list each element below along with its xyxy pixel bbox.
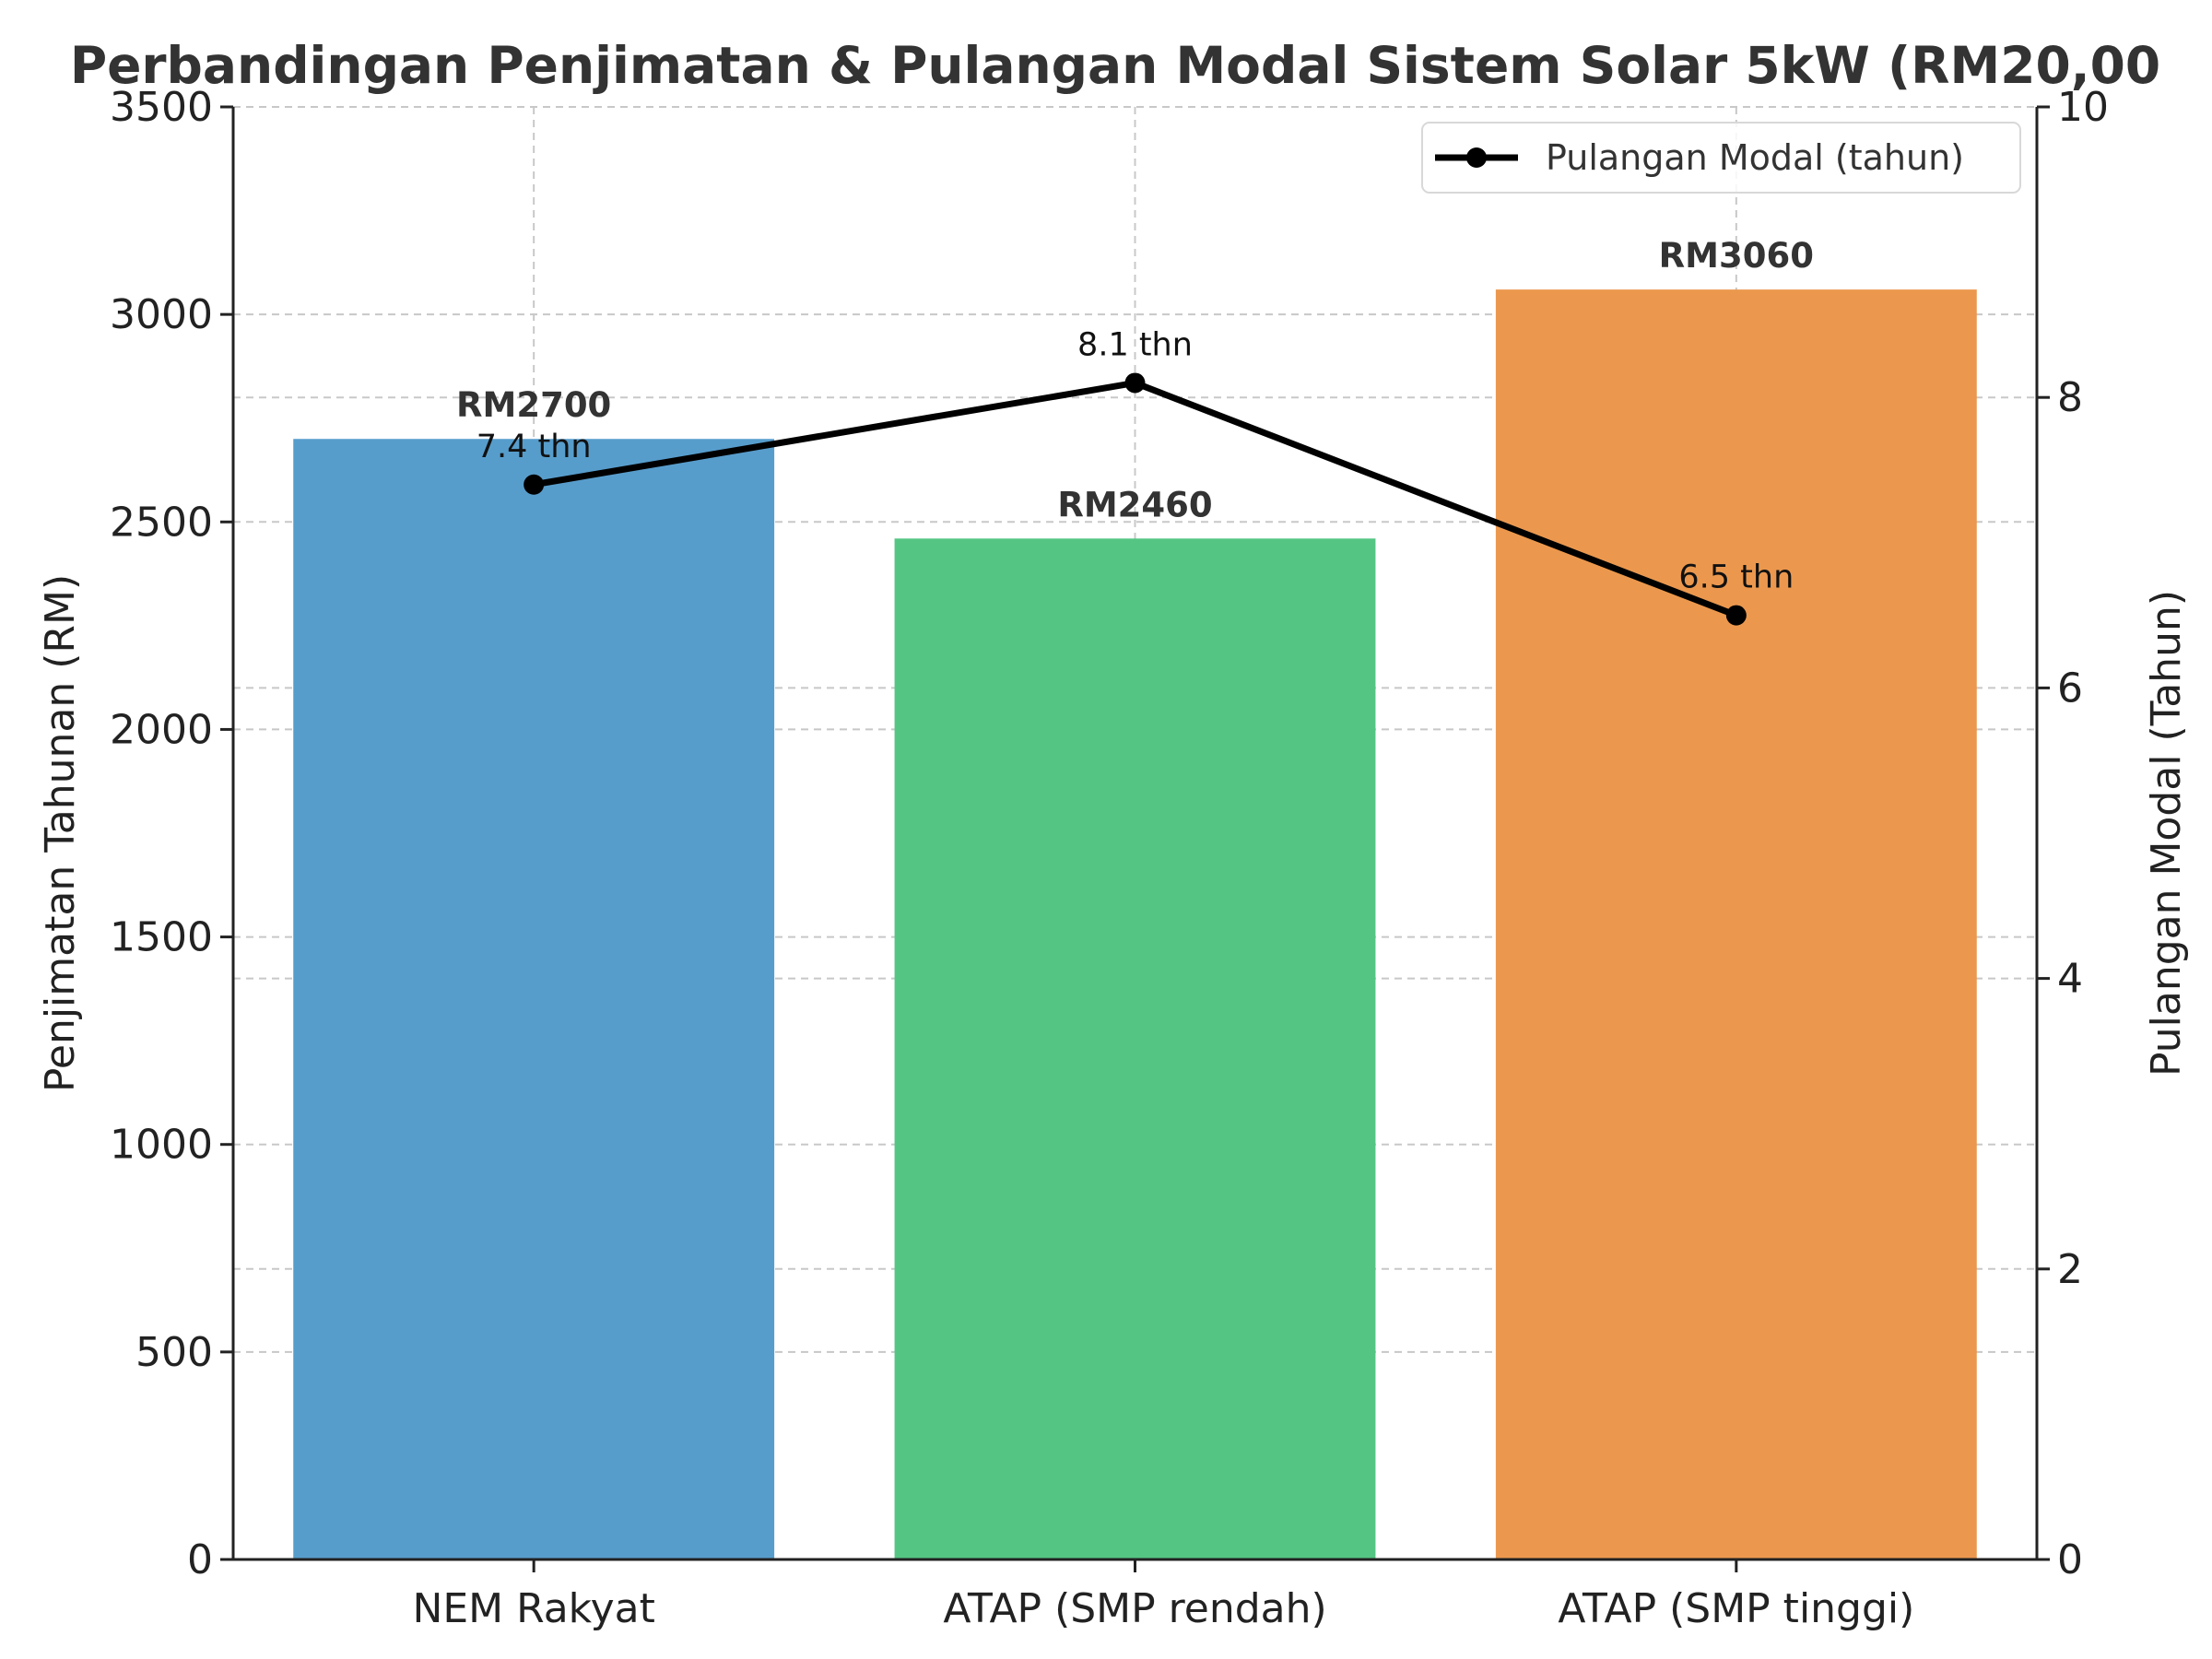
payback-line: 7.4 thn 8.1 thn 6.5 thn [477, 326, 1794, 626]
y-right-tick-label-2: 4 [2057, 956, 2083, 1003]
payback-point-label-1: 8.1 thn [1077, 326, 1193, 363]
bar-value-labels: RM2700 RM2460 RM3060 [456, 236, 1814, 524]
x-tick-label-1: ATAP (SMP rendah) [943, 1585, 1326, 1632]
legend-box [1421, 122, 2021, 194]
y-right-tick-label-4: 8 [2057, 374, 2083, 421]
y-right-tick-label-5: 10 [2057, 84, 2109, 131]
payback-point-0 [524, 474, 545, 495]
bars [293, 289, 1977, 1560]
payback-point-label-0: 7.4 thn [477, 429, 592, 465]
legend-marker [1466, 147, 1487, 168]
payback-point-2 [1725, 605, 1747, 626]
y-right-axis-label: Pulangan Modal (Tahun) [2143, 590, 2190, 1077]
legend-label: Pulangan Modal (tahun) [1546, 137, 1964, 178]
legend: Pulangan Modal (tahun) [1421, 122, 2021, 194]
bar-1 [894, 538, 1376, 1559]
bar-value-label-0: RM2700 [456, 385, 611, 425]
y-left-tick-label-7: 3500 [110, 84, 213, 131]
axes: 0 500 1000 1500 2000 2500 3000 3500 0 2 4 6 8 10 NEM R… [37, 84, 2190, 1632]
bar-value-label-2: RM3060 [1659, 236, 1814, 276]
x-tick-label-0: NEM Rakyat [412, 1585, 654, 1632]
bar-value-label-1: RM2460 [1057, 485, 1212, 524]
bar-2 [1495, 289, 1977, 1559]
y-right-tick-label-3: 6 [2057, 665, 2083, 712]
y-left-tick-label-6: 3000 [110, 291, 213, 338]
y-right-tick-label-1: 2 [2057, 1246, 2083, 1293]
payback-point-1 [1124, 372, 1146, 394]
bar-0 [293, 439, 775, 1560]
y-right-tick-label-0: 0 [2057, 1536, 2083, 1583]
y-left-tick-label-3: 1500 [110, 914, 213, 961]
y-left-axis-label: Penjimatan Tahunan (RM) [37, 574, 84, 1092]
y-left-tick-label-1: 500 [135, 1329, 213, 1376]
x-tick-label-2: ATAP (SMP tinggi) [1558, 1585, 1914, 1632]
chart-title: Perbandingan Penjimatan & Pulangan Modal… [70, 36, 2160, 95]
y-left-tick-label-0: 0 [187, 1536, 213, 1583]
y-left-tick-label-2: 1000 [110, 1122, 213, 1169]
payback-point-label-2: 6.5 thn [1678, 559, 1794, 596]
y-left-tick-label-5: 2500 [110, 499, 213, 546]
y-left-tick-label-4: 2000 [110, 706, 213, 753]
